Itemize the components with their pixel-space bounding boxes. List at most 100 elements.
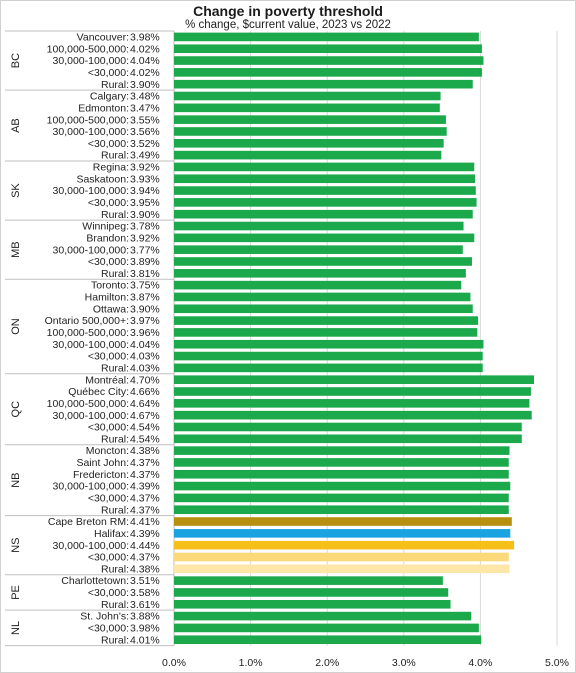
value-label: 3.52% [130,138,160,150]
category-label: Toronto: [91,280,129,292]
x-tick-label: 0.0% [162,657,186,669]
province-label: ON [10,318,22,335]
bar [174,304,473,314]
category-label: 100,000-500,000: [47,327,129,339]
category-label: 30,000-100,000: [53,481,129,493]
bar [174,221,464,231]
bar [174,399,530,408]
value-label: 3.77% [130,244,160,256]
value-label: 3.94% [130,185,160,197]
value-label: 4.03% [130,362,160,374]
value-label: 4.41% [130,516,160,528]
province-label: MB [10,241,22,257]
province-label: NS [10,538,22,553]
bar [174,257,472,266]
province-label: SK [10,183,22,198]
bar [174,611,472,621]
category-label: Rural: [101,563,129,575]
bar [174,103,440,113]
bar [174,127,447,136]
bar [174,339,484,349]
category-label: Ontario 500,000+: [45,315,129,327]
category-label: Rural: [101,209,129,221]
category-label: Rural: [101,599,129,611]
category-label: 30,000-100,000: [53,55,129,67]
bar [174,351,483,361]
category-label: <30,000: [88,422,129,434]
bar [174,198,477,207]
value-label: 4.02% [130,43,160,55]
value-label: 4.66% [130,386,160,398]
value-label: 3.48% [130,91,160,103]
bar [174,446,510,455]
value-label: 4.70% [130,374,160,386]
province-label: PE [10,585,22,600]
value-label: 3.89% [130,256,160,268]
category-label: <30,000: [88,623,129,635]
value-label: 4.38% [130,563,160,575]
value-label: 3.49% [130,150,160,162]
value-label: 4.04% [130,55,160,67]
category-label: 100,000-500,000: [47,43,129,55]
bar [174,552,509,562]
province-label: BC [10,53,22,68]
value-label: 4.02% [130,67,160,79]
category-label: Regina: [93,162,129,174]
bar [174,91,441,101]
bar [174,635,482,645]
value-label: 4.54% [130,422,160,434]
value-label: 4.44% [130,540,160,552]
value-label: 4.38% [130,445,160,457]
value-label: 3.90% [130,303,160,315]
bar [174,458,509,467]
bar [174,79,473,89]
bar [174,623,479,633]
value-label: 4.37% [130,469,160,481]
category-label: Rural: [101,79,129,91]
category-label: 30,000-100,000: [53,244,129,256]
bar [174,493,509,503]
value-label: 3.61% [130,599,160,611]
category-label: Rural: [101,504,129,516]
bar [174,529,511,538]
bar [174,422,522,432]
category-label: Saint John: [76,457,129,469]
value-label: 3.98% [130,623,160,635]
category-label: 30,000-100,000: [53,540,129,552]
bar [174,576,443,585]
bar [174,245,463,254]
category-label: <30,000: [88,256,129,268]
value-label: 3.58% [130,587,160,599]
category-label: Hamilton: [85,292,129,304]
value-label: 3.92% [130,232,160,244]
bar [174,174,476,184]
value-label: 3.87% [130,292,160,304]
value-label: 3.90% [130,209,160,221]
bar [174,599,451,609]
bar [174,280,462,290]
bar [174,162,475,172]
category-label: Edmonton: [78,102,129,114]
value-label: 4.39% [130,481,160,493]
value-label: 3.96% [130,327,160,339]
value-label: 3.51% [130,575,160,587]
value-label: 3.90% [130,79,160,91]
x-tick-label: 1.0% [239,657,263,669]
bar [174,363,483,373]
bar [174,150,442,160]
x-tick-label: 5.0% [545,657,569,669]
category-label: <30,000: [88,138,129,150]
value-label: 3.47% [130,102,160,114]
bar [174,505,509,515]
bar [174,292,471,302]
x-tick-label: 2.0% [315,657,339,669]
value-label: 3.55% [130,114,160,126]
value-label: 3.95% [130,197,160,209]
value-label: 4.67% [130,410,160,422]
bar [174,209,473,219]
chart-subtitle: % change, $current value, 2023 vs 2022 [185,19,391,31]
category-label: <30,000: [88,552,129,564]
bar [174,328,478,337]
category-label: <30,000: [88,351,129,363]
